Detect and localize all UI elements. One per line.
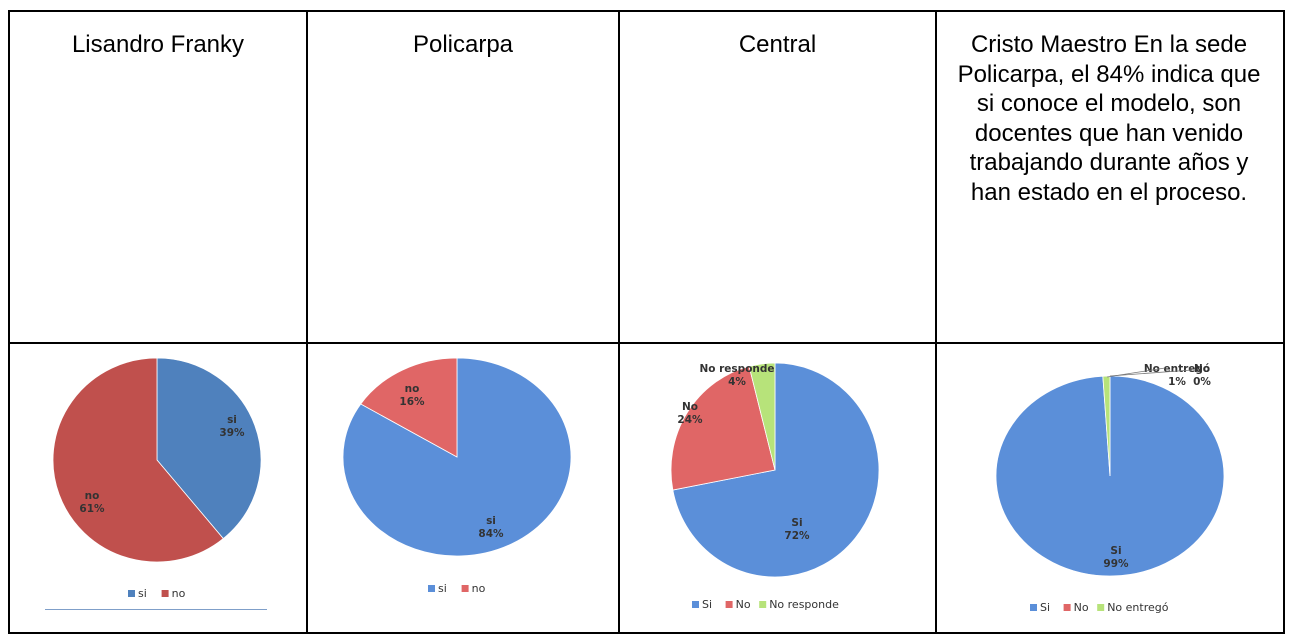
- pie-4-leader-line-no: [1109, 369, 1193, 377]
- pie-4-slice-no-entreg-: [1102, 375, 1111, 477]
- table-border-right: [1283, 10, 1285, 634]
- pie-chart-3: Si 72% No 24% No responde 4% Si No No responde: [670, 362, 880, 611]
- pie-1-label-si: si 39%: [219, 414, 245, 439]
- pie-1-slice-si: [156, 357, 262, 540]
- pie-3-legend-swatch-1: [692, 601, 699, 608]
- pie-4-legend-swatch-2: [1063, 604, 1071, 611]
- pie-3-label-no-responde: No responde 4%: [699, 363, 774, 388]
- pie-4-legend-label-3: No entregó: [1107, 601, 1169, 614]
- table-border-left: [8, 10, 10, 634]
- pie-3-slice-si: [672, 362, 880, 578]
- table-border-bottom: [8, 632, 1285, 634]
- pie-3-slice-no: [670, 365, 776, 491]
- pie-3-legend-label-3: No responde: [769, 598, 839, 611]
- header-cristo-maestro-text: Cristo Maestro En la sede Policarpa, el …: [957, 31, 1261, 206]
- pie-2-legend-swatch-2: [461, 585, 469, 592]
- pie-1-legend-label-1: si: [138, 587, 147, 600]
- pie-1-legend-swatch-1: [128, 590, 135, 597]
- pie-2-slice-no: [360, 357, 458, 458]
- pie-4-legend-swatch-3: [1097, 604, 1105, 611]
- table-row-divider: [8, 342, 1285, 344]
- pie-4-label-si: Si 99%: [1103, 545, 1129, 570]
- table-border-top: [8, 10, 1285, 12]
- pie-2-label-no: no 16%: [399, 383, 425, 408]
- table-col-divider-2: [618, 10, 620, 634]
- header-lisandro-franky: Lisandro Franky: [71, 31, 245, 58]
- table-col-divider-3: [935, 10, 937, 634]
- pie-chart-1: si 39% no 61% si no: [52, 357, 262, 600]
- pie-3-label-si: Si 72%: [784, 517, 810, 542]
- pie-3-legend-swatch-3: [759, 601, 767, 608]
- pie-1-legend-label-2: no: [172, 587, 186, 600]
- pie-chart-4: Si 99%No 0%No entregó 1%Si No No entregó: [995, 363, 1225, 614]
- pie-3-label-no: No 24%: [677, 401, 703, 426]
- pie-2-legend-label-1: si: [438, 582, 447, 595]
- pie-2-label-si: si 84%: [478, 515, 504, 540]
- header-policarpa: Policarpa: [412, 31, 514, 58]
- pie-4-legend-swatch-1: [1030, 604, 1037, 611]
- pie-3-slice-no-responde: [748, 362, 776, 471]
- pie-1-legend-swatch-2: [161, 590, 169, 597]
- pie-2-legend-label-2: no: [472, 582, 486, 595]
- pie-1-slice-no: [52, 357, 224, 563]
- pie-chart-2: si 84% no 16% si no: [342, 357, 572, 595]
- chart1-baseline: [45, 609, 267, 610]
- table-col-divider-1: [306, 10, 308, 634]
- header-central: Central: [738, 31, 817, 58]
- pie-4-label-no: No 0%: [1193, 363, 1211, 388]
- pie-4-legend-label-2: No: [1074, 601, 1089, 614]
- pie-3-legend-label-2: No: [736, 598, 751, 611]
- pie-4-legend-label-1: Si: [1040, 601, 1050, 614]
- pie-3-legend-swatch-2: [725, 601, 733, 608]
- pie-3-legend-label-1: Si: [702, 598, 712, 611]
- pie-2-legend-swatch-1: [428, 585, 435, 592]
- pie-1-label-no: no 61%: [79, 490, 105, 515]
